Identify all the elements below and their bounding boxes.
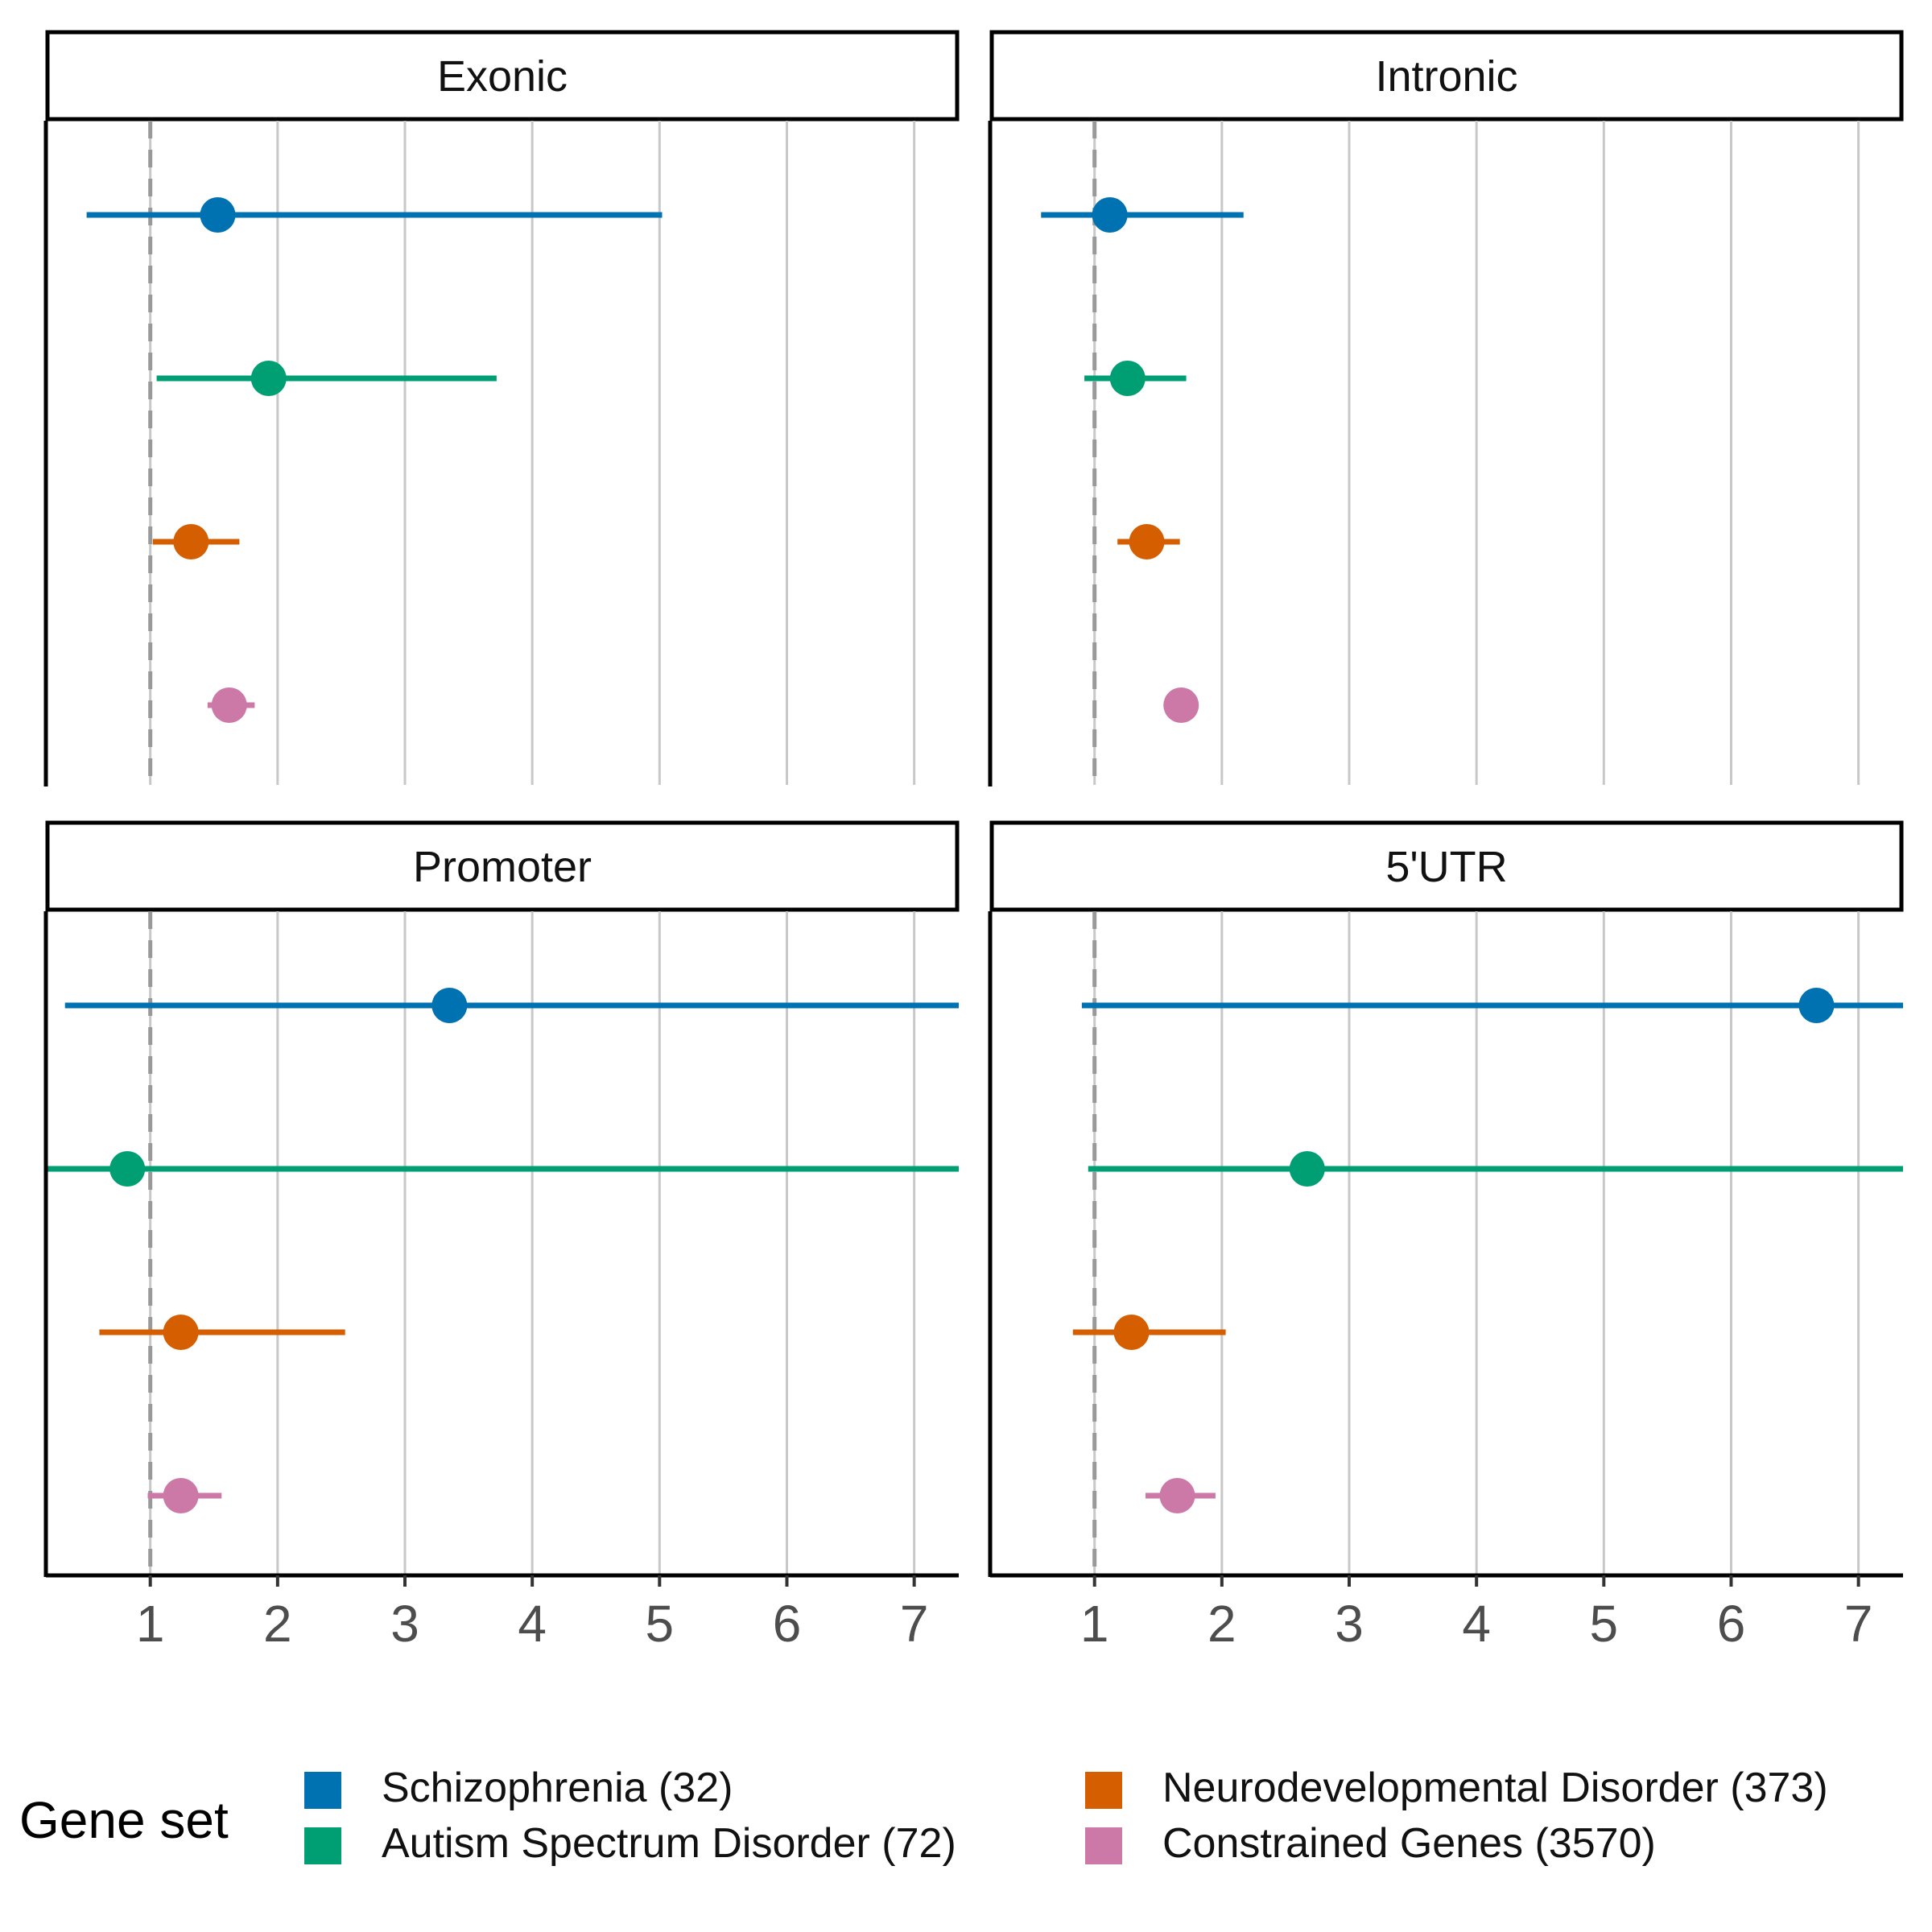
- x-tick-label: 4: [518, 1595, 547, 1653]
- point-promoter-autism-spectrum-disorder-72: [109, 1151, 146, 1187]
- x-tick-label: 2: [1208, 1595, 1236, 1653]
- point-5-utr-schizophrenia-32: [1798, 988, 1835, 1023]
- strip-exonic: [45, 30, 960, 122]
- x-tick-label: 1: [136, 1595, 165, 1653]
- point-promoter-neurodevelopmental-disorder-373: [163, 1315, 199, 1350]
- point-exonic-constrained-genes-3570: [211, 687, 247, 723]
- strip-label-5-utr: 5'UTR: [1385, 843, 1507, 891]
- x-tick-label: 6: [1717, 1595, 1746, 1653]
- legend-label-schizophrenia-32: Schizophrenia (32): [382, 1765, 733, 1811]
- legend-title: Gene set: [19, 1791, 229, 1849]
- strip-promoter: [45, 820, 960, 912]
- x-tick-label: 3: [390, 1595, 419, 1653]
- x-tick-label: 1: [1080, 1595, 1109, 1653]
- x-tick-label: 2: [263, 1595, 292, 1653]
- facet-panels: Exonic Intronic Promoter 1 2 3 4 5 6 7 5'UTR 1 2 3 4 5 6…: [43, 30, 1904, 1653]
- panel-intronic: Intronic: [988, 30, 1904, 786]
- point-exonic-autism-spectrum-disorder-72: [250, 361, 287, 396]
- strip-5-utr: [989, 820, 1904, 912]
- panel-5-utr: 5'UTR 1 2 3 4 5 6 7: [988, 820, 1904, 1653]
- legend-key-neurodevelopmental-disorder-373: [1085, 1772, 1122, 1809]
- point-intronic-autism-spectrum-disorder-72: [1109, 361, 1146, 396]
- strip-label-exonic: Exonic: [437, 52, 568, 101]
- legend-key-constrained-genes-3570: [1085, 1827, 1122, 1864]
- x-tick-label: 7: [900, 1595, 929, 1653]
- point-exonic-schizophrenia-32: [200, 197, 236, 233]
- legend-label-autism-spectrum-disorder-72: Autism Spectrum Disorder (72): [382, 1820, 956, 1867]
- x-tick-label: 3: [1335, 1595, 1364, 1653]
- strip-label-intronic: Intronic: [1375, 52, 1517, 101]
- x-tick-label: 5: [1590, 1595, 1619, 1653]
- x-tick-label: 6: [773, 1595, 802, 1653]
- legend-key-schizophrenia-32: [304, 1772, 341, 1809]
- legend-key-autism-spectrum-disorder-72: [304, 1827, 341, 1864]
- point-intronic-neurodevelopmental-disorder-373: [1129, 524, 1165, 559]
- point-intronic-constrained-genes-3570: [1163, 687, 1199, 723]
- panel-promoter: Promoter 1 2 3 4 5 6 7: [43, 820, 960, 1653]
- x-tick-label: 4: [1462, 1595, 1491, 1653]
- point-promoter-schizophrenia-32: [431, 988, 468, 1023]
- point-exonic-neurodevelopmental-disorder-373: [173, 524, 209, 559]
- point-5-utr-autism-spectrum-disorder-72: [1289, 1151, 1325, 1187]
- point-promoter-constrained-genes-3570: [163, 1478, 199, 1513]
- point-intronic-schizophrenia-32: [1092, 197, 1128, 233]
- point-5-utr-constrained-genes-3570: [1159, 1478, 1195, 1513]
- panel-exonic: Exonic: [43, 30, 960, 786]
- strip-label-promoter: Promoter: [413, 843, 592, 891]
- strip-intronic: [989, 30, 1904, 122]
- legend-label-constrained-genes-3570: Constrained Genes (3570): [1162, 1820, 1656, 1867]
- point-5-utr-neurodevelopmental-disorder-373: [1113, 1315, 1150, 1350]
- legend-label-neurodevelopmental-disorder-373: Neurodevelopmental Disorder (373): [1162, 1765, 1828, 1811]
- legend: Gene set Schizophrenia (32) Autism Spectru…: [19, 1765, 1828, 1867]
- x-tick-label: 7: [1844, 1595, 1873, 1653]
- x-tick-label: 5: [646, 1595, 675, 1653]
